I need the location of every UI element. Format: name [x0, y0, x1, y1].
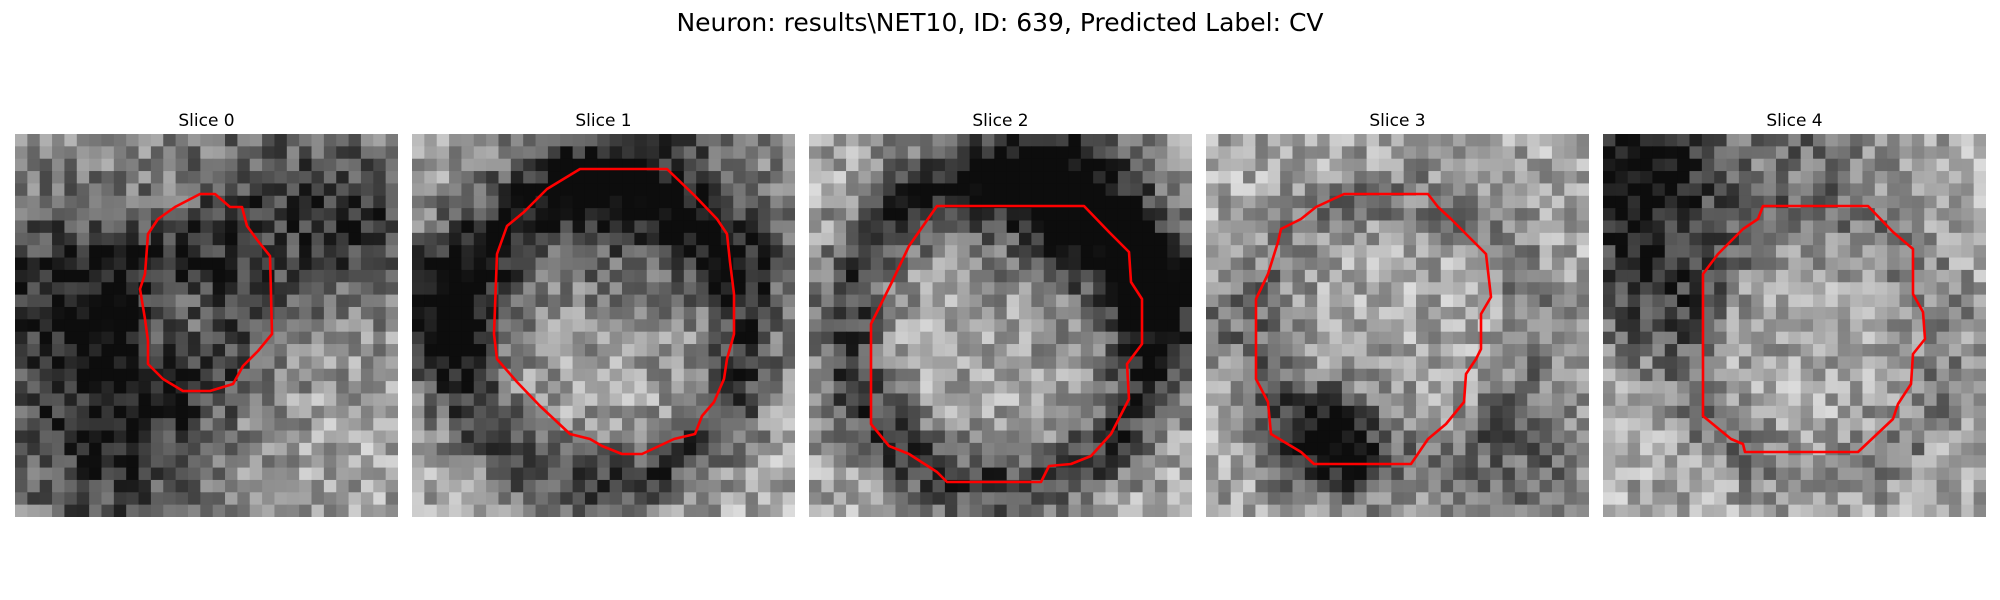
neuron-contour-3 [1254, 192, 1493, 466]
neuron-contour-1 [492, 167, 736, 456]
neuron-contour-0 [138, 192, 274, 393]
grayscale-pixels-0 [15, 134, 398, 517]
slice-image-1 [412, 134, 795, 517]
slice-image-3 [1206, 134, 1589, 517]
grayscale-pixels-3 [1206, 134, 1589, 517]
slice-title-3: Slice 3 [1369, 111, 1426, 131]
neuron-contour-4 [1701, 204, 1927, 454]
grayscale-pixels-2 [809, 134, 1192, 517]
grayscale-pixels-4 [1603, 134, 1986, 517]
slice-title-0: Slice 0 [178, 111, 235, 131]
slice-image-4 [1603, 134, 1986, 517]
slice-image-2 [809, 134, 1192, 517]
figure-title: Neuron: results\NET10, ID: 639, Predicte… [676, 8, 1324, 37]
slice-title-4: Slice 4 [1766, 111, 1823, 131]
slice-image-0 [15, 134, 398, 517]
grayscale-pixels-1 [412, 134, 795, 517]
neuron-contour-2 [869, 204, 1144, 484]
slice-title-2: Slice 2 [972, 111, 1029, 131]
slice-title-1: Slice 1 [575, 111, 632, 131]
